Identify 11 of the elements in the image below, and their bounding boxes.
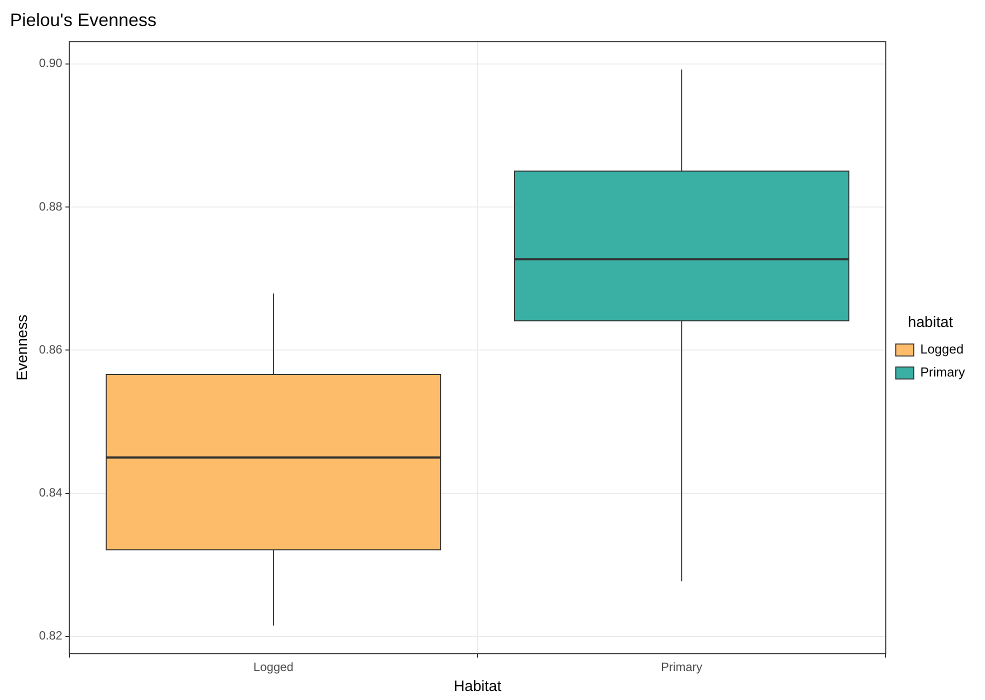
y-tick-label: 0.88 (38, 199, 63, 214)
y-tick-label: 0.84 (38, 486, 63, 500)
y-axis-title: Evenness (14, 314, 32, 381)
x-axis-title: Habitat (454, 678, 502, 696)
y-tick-label: 0.90 (38, 56, 63, 70)
y-tick-label: 0.86 (38, 342, 63, 356)
chart-title: Pielou's Evenness (10, 10, 157, 30)
legend-label: Primary (920, 364, 966, 380)
legend-title: habitat (908, 314, 954, 332)
legend-label: Logged (920, 342, 964, 357)
y-tick-label: 0.82 (38, 628, 63, 643)
